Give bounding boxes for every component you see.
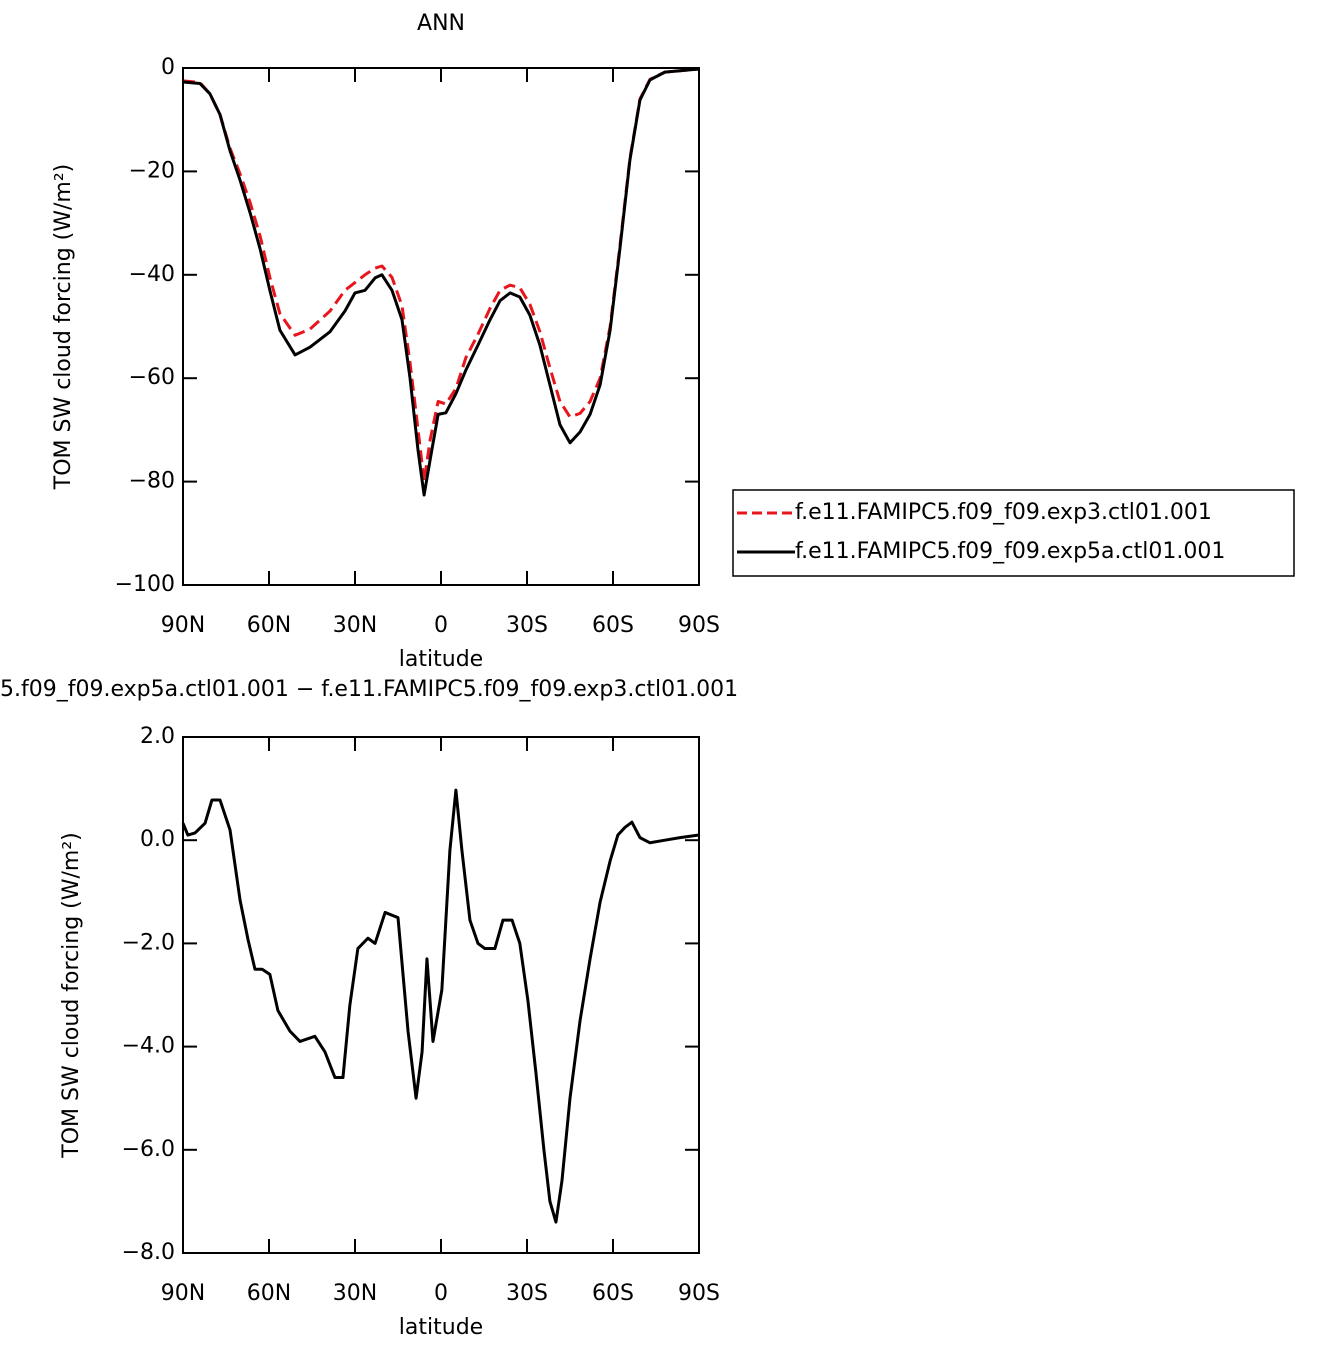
x-tick-label: 30S [506,613,548,638]
y-tick-label: −80 [129,469,175,494]
chart-title: ANN [417,11,465,36]
y-tick-label: −40 [129,262,175,287]
chart-title: 5.f09_f09.exp5a.ctl01.001 − f.e11.FAMIPC… [0,677,738,702]
legend-label: f.e11.FAMIPC5.f09_f09.exp3.ctl01.001 [795,500,1212,525]
data-line [182,67,700,497]
y-axis-label: TOM SW cloud forcing (W/m²) [59,832,84,1158]
x-axis-label: latitude [399,647,483,672]
x-tick-label: 90N [161,1281,205,1306]
x-tick-label: 60S [592,613,634,638]
legend-box [732,489,1295,577]
plot-frame [182,67,700,586]
x-tick-label: 0 [434,1281,448,1306]
data-line [181,788,700,1224]
data-line [182,67,700,484]
y-tick-label: 0.0 [140,827,175,852]
y-tick-label: −60 [129,365,175,390]
y-axis-label: TOM SW cloud forcing (W/m²) [51,164,76,490]
plot-frame [182,736,700,1254]
y-tick-label: −20 [129,158,175,183]
x-tick-label: 90N [161,613,205,638]
x-axis-label: latitude [399,1315,483,1340]
y-tick-label: 0 [161,55,175,80]
y-tick-label: 2.0 [140,724,175,749]
x-tick-label: 60N [247,613,291,638]
y-tick-label: −4.0 [122,1034,175,1059]
x-tick-label: 90S [678,1281,720,1306]
x-tick-label: 30N [333,613,377,638]
x-tick-label: 90S [678,613,720,638]
y-tick-label: −6.0 [122,1137,175,1162]
legend-label: f.e11.FAMIPC5.f09_f09.exp5a.ctl01.001 [795,539,1225,564]
y-tick-label: −2.0 [122,930,175,955]
x-tick-label: 30N [333,1281,377,1306]
y-tick-label: −100 [115,572,175,597]
x-tick-label: 0 [434,613,448,638]
y-tick-label: −8.0 [122,1240,175,1265]
x-tick-label: 60N [247,1281,291,1306]
x-tick-label: 60S [592,1281,634,1306]
x-tick-label: 30S [506,1281,548,1306]
